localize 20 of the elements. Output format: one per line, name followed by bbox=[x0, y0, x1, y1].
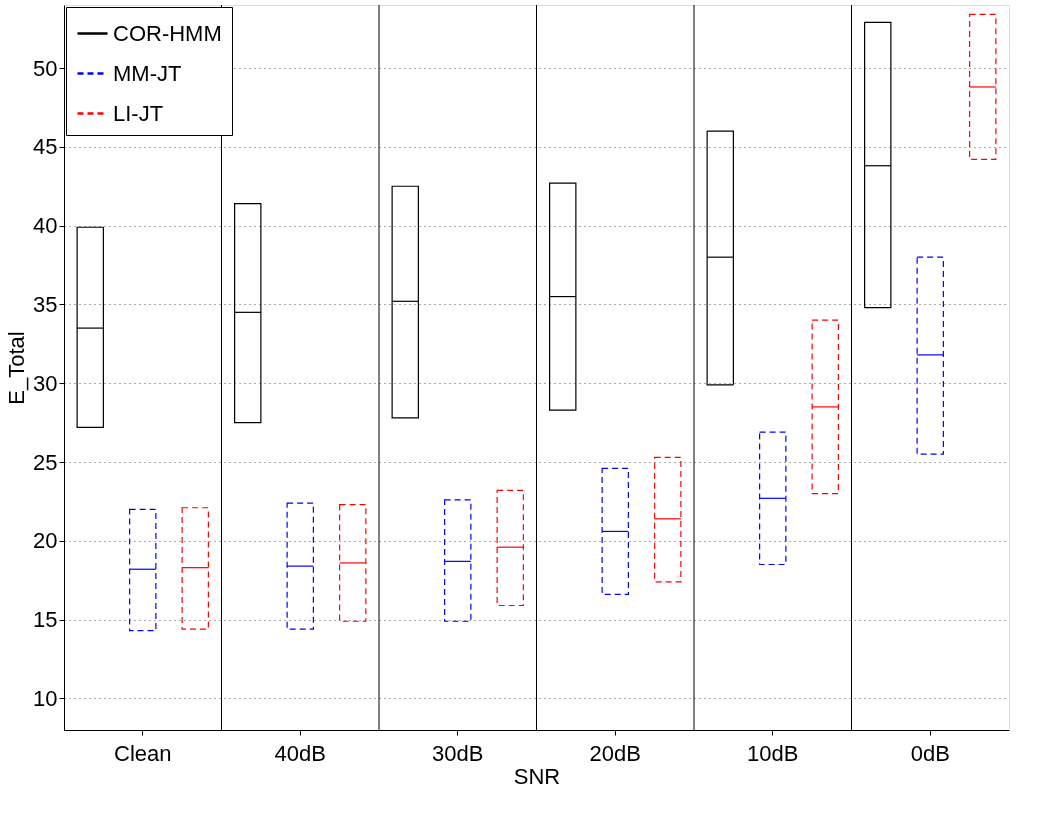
y-tick-label: 40 bbox=[33, 213, 58, 239]
legend-label: COR-HMM bbox=[113, 20, 222, 46]
y-tick-label: 25 bbox=[33, 449, 58, 475]
x-tick-label: 40dB bbox=[274, 740, 326, 766]
legend-label: MM-JT bbox=[113, 60, 182, 86]
x-tick-label: 0dB bbox=[910, 740, 950, 766]
y-axis-title: E_Total bbox=[4, 331, 30, 405]
x-tick-label: 30dB bbox=[432, 740, 484, 766]
x-tick-label: 10dB bbox=[747, 740, 799, 766]
legend-label: LI-JT bbox=[113, 100, 164, 126]
y-tick-label: 30 bbox=[33, 370, 58, 396]
x-tick-label: 20dB bbox=[589, 740, 641, 766]
y-tick-label: 15 bbox=[33, 607, 58, 633]
y-tick-label: 20 bbox=[33, 528, 58, 554]
x-tick-label: Clean bbox=[114, 740, 172, 766]
y-tick-label: 35 bbox=[33, 291, 58, 317]
y-tick-label: 45 bbox=[33, 134, 58, 160]
y-tick-label: 10 bbox=[33, 685, 58, 711]
x-axis-title: SNR bbox=[513, 763, 561, 789]
y-tick-label: 50 bbox=[33, 55, 58, 81]
